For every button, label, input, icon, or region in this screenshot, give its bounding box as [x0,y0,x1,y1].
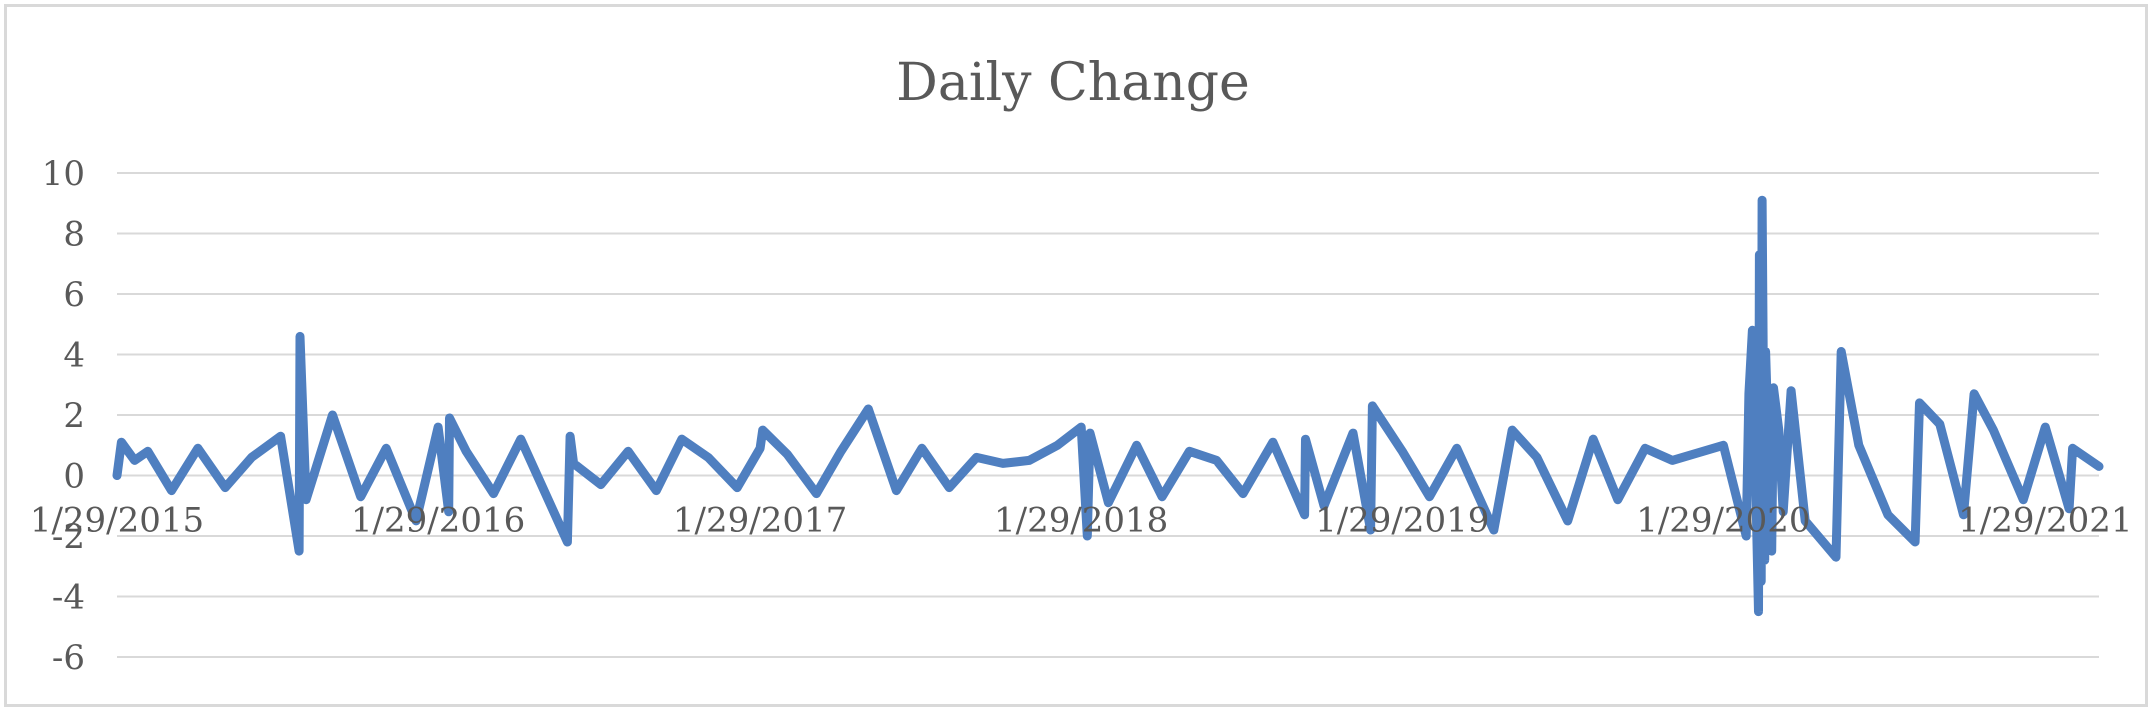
series-layer [112,195,2104,617]
y-tick-label: 4 [63,336,85,376]
x-tick-label: 1/29/2015 [30,501,204,541]
y-tick-label: 2 [63,396,85,436]
y-tick-label: 10 [42,154,85,194]
x-axis-ticks: 1/29/2015 1/29/2016 1/29/2017 1/29/2018 1/29… [30,501,2133,541]
x-tick-label: 1/29/2021 [1958,501,2132,541]
chart-title: Daily Change [896,53,1250,113]
y-tick-label: 0 [63,457,85,497]
x-tick-label: 1/29/2019 [1315,501,1489,541]
x-tick-label: 1/29/2017 [673,501,847,541]
y-tick-label: -2 [52,517,85,557]
chart-frame: Daily Change -6 -4 -2 0 2 4 6 8 10 1/29/2015 1/29… [4,4,2148,707]
y-axis-ticks: -6 -4 -2 0 2 4 6 8 10 [42,154,85,678]
y-tick-label: -6 [52,638,85,678]
x-tick-label: 1/29/2020 [1636,501,1810,541]
gridlines [117,172,2099,658]
series-line-0 [112,195,2104,617]
x-tick-label: 1/29/2018 [994,501,1168,541]
y-tick-label: -4 [52,578,85,618]
x-tick-label: 1/29/2016 [351,501,525,541]
y-tick-label: 6 [63,275,85,315]
y-tick-label: 8 [63,215,85,255]
